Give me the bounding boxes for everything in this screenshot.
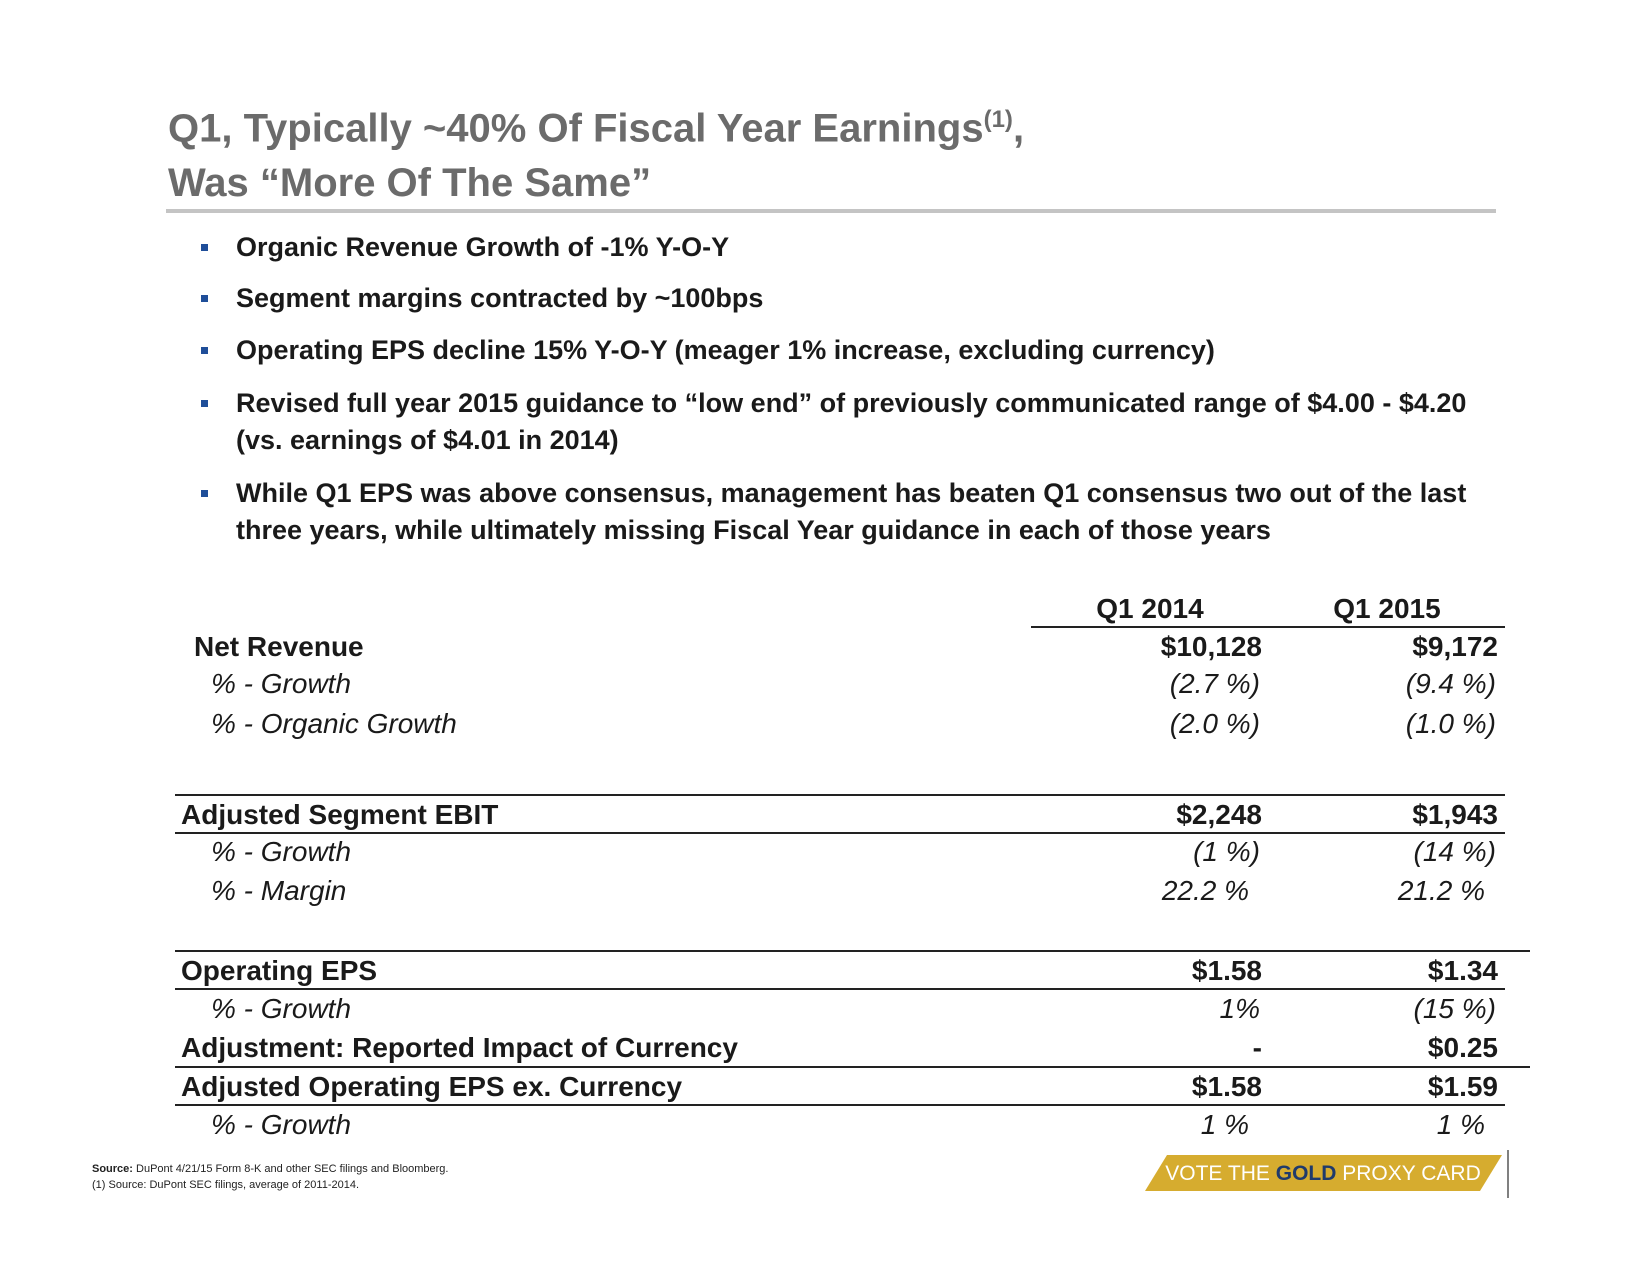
- cell-value: $10,128: [1160, 631, 1262, 662]
- row-rule: [175, 794, 1505, 796]
- row-label: Adjustment: Reported Impact of Currency: [181, 1032, 738, 1063]
- source-note: Source: DuPont 4/21/15 Form 8-K and othe…: [92, 1163, 448, 1175]
- column-header: Q1 2014: [1096, 593, 1204, 624]
- source-label: Source:: [92, 1163, 133, 1175]
- badge-after: PROXY CARD: [1342, 1162, 1480, 1185]
- cell-value: (9.4 %): [1405, 668, 1496, 699]
- bullet-text: Segment margins contracted by ~100bps: [236, 283, 764, 313]
- cell-value: 1 %: [1436, 1109, 1485, 1140]
- cell-value: 22.2 %: [1161, 875, 1249, 906]
- cell-value: (14 %): [1413, 836, 1496, 867]
- bullet-text: Organic Revenue Growth of -1% Y-O-Y: [236, 232, 730, 262]
- row-rule: [175, 832, 1505, 834]
- cell-value: $1.58: [1191, 955, 1262, 986]
- cell-value: (2.7 %): [1169, 668, 1260, 699]
- row-label: Adjusted Operating EPS ex. Currency: [181, 1071, 683, 1102]
- cell-value: $9,172: [1412, 631, 1498, 662]
- badge: VOTE THE GOLD PROXY CARD: [1145, 1150, 1509, 1198]
- cell-value: -: [1252, 1032, 1262, 1063]
- cell-value: $1,943: [1412, 799, 1498, 830]
- column-header: Q1 2015: [1333, 593, 1441, 624]
- title-text: Q1, Typically ~40% Of Fiscal Year Earnin…: [168, 106, 984, 151]
- badge-before: VOTE THE: [1165, 1162, 1270, 1185]
- row-label: % - Growth: [211, 993, 352, 1024]
- row-rule: [175, 988, 1505, 990]
- row-label: % - Growth: [211, 668, 352, 699]
- cell-value: 1 %: [1200, 1109, 1249, 1140]
- row-label: % - Organic Growth: [211, 708, 457, 739]
- bullet-marker: [201, 295, 208, 302]
- row-label: Adjusted Segment EBIT: [181, 799, 499, 830]
- row-rule: [175, 1104, 1505, 1106]
- cell-value: 1%: [1219, 993, 1260, 1024]
- cell-value: $1.58: [1191, 1071, 1262, 1102]
- bullet-marker: [201, 400, 208, 407]
- footnote-ref: (1): [983, 106, 1013, 133]
- title-rule: [166, 209, 1496, 213]
- bullet-text: Operating EPS decline 15% Y-O-Y (meager …: [236, 335, 1215, 365]
- cell-value: $1.34: [1427, 955, 1498, 986]
- cell-value: $1.59: [1427, 1071, 1498, 1102]
- title-line2: Was “More Of The Same”: [168, 161, 652, 205]
- bullet-marker: [201, 244, 208, 251]
- badge-gold: GOLD: [1276, 1162, 1337, 1185]
- cell-value: 21.2 %: [1397, 875, 1485, 906]
- row-label: % - Growth: [211, 1109, 352, 1140]
- cell-value: $2,248: [1176, 799, 1262, 830]
- row-label: % - Margin: [211, 875, 347, 906]
- title-punct: ,: [1012, 106, 1025, 151]
- badge-shape: [1145, 1155, 1502, 1191]
- bullet-text: While Q1 EPS was above consensus, manage…: [236, 478, 1467, 545]
- cell-value: (1.0 %): [1405, 708, 1496, 739]
- bullet-marker: [201, 347, 208, 354]
- row-label: % - Growth: [211, 836, 352, 867]
- badge-text: VOTE THE GOLD PROXY CARD: [1165, 1162, 1480, 1185]
- source-text: DuPont 4/21/15 Form 8-K and other SEC fi…: [136, 1163, 449, 1175]
- cell-value: (1 %): [1193, 836, 1260, 867]
- row-label: Net Revenue: [194, 631, 364, 662]
- header-rule: [1031, 626, 1505, 628]
- row-label: Operating EPS: [181, 955, 378, 986]
- row-rule: [175, 1066, 1530, 1068]
- row-rule: [175, 950, 1530, 952]
- bullet-marker: [201, 490, 208, 497]
- footnote: (1) Source: DuPont SEC filings, average …: [92, 1179, 360, 1191]
- cell-value: $0.25: [1427, 1032, 1498, 1063]
- cell-value: (2.0 %): [1169, 708, 1260, 739]
- title-line1: Q1, Typically ~40% Of Fiscal Year Earnin…: [168, 106, 1024, 151]
- cell-value: (15 %): [1413, 993, 1496, 1024]
- bullet-text: Revised full year 2015 guidance to “low …: [236, 388, 1467, 455]
